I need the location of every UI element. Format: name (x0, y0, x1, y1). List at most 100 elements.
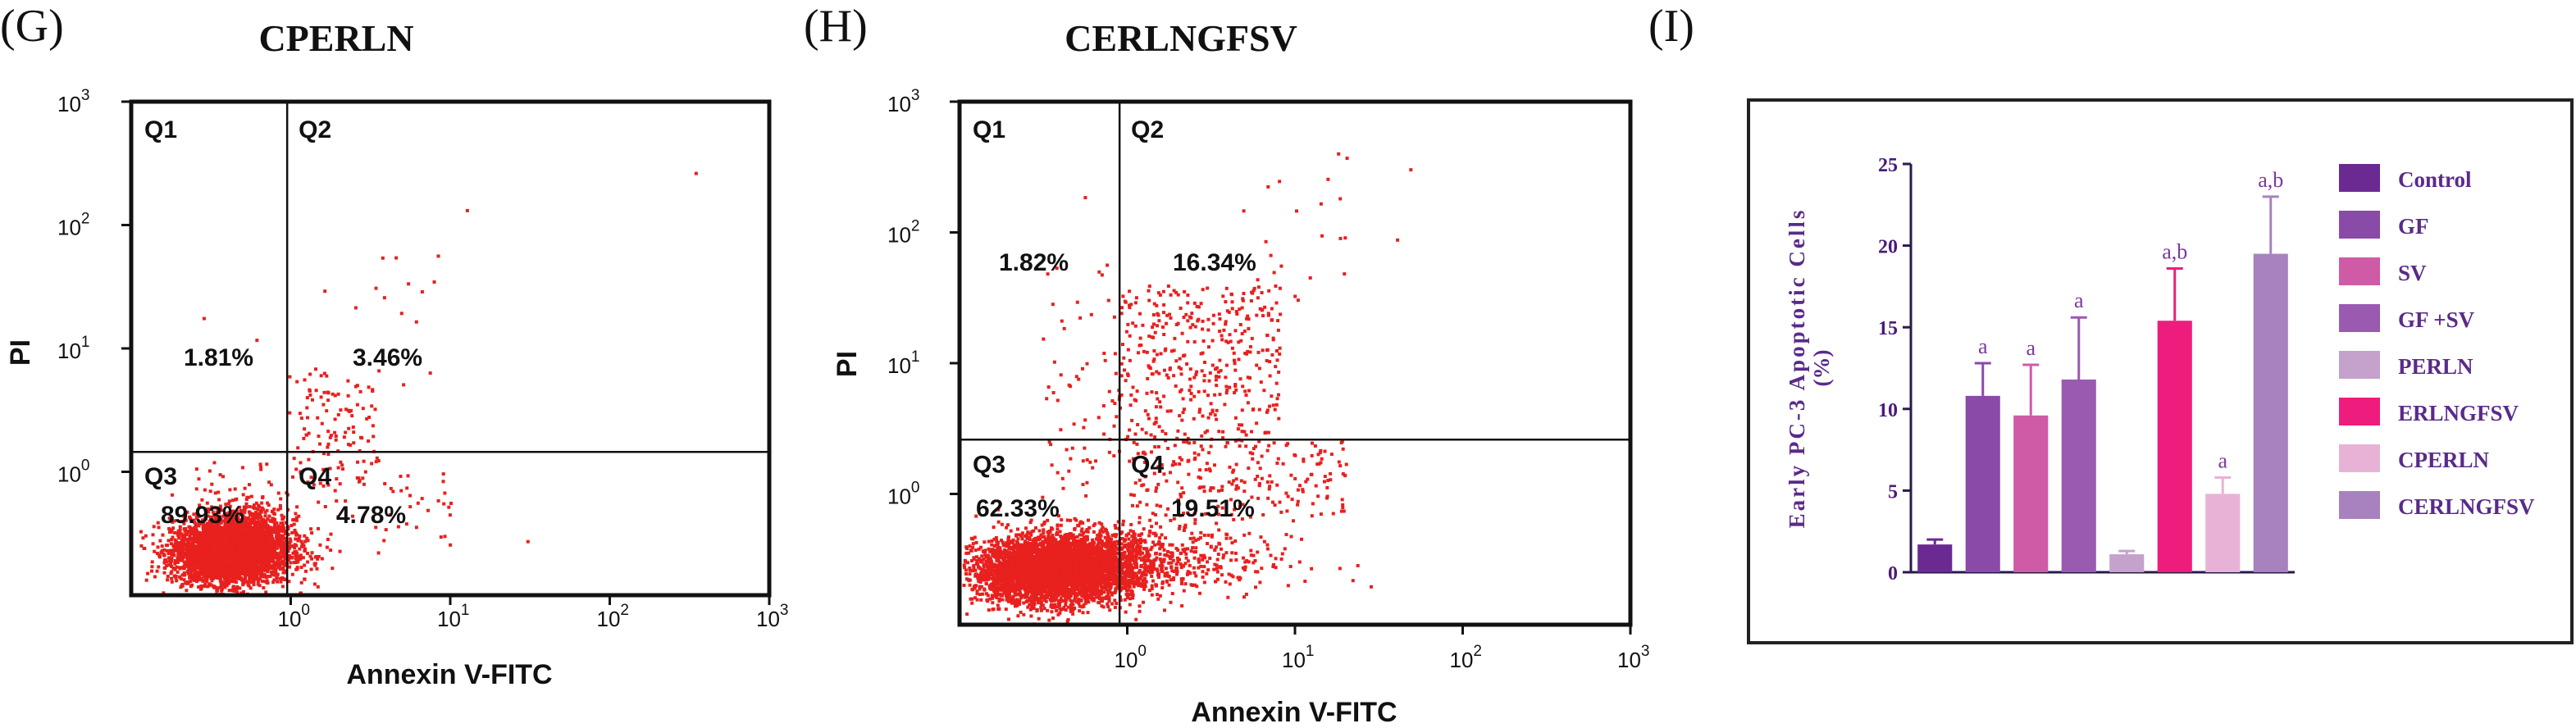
event-point (185, 548, 189, 552)
event-point (276, 557, 280, 561)
event-point (158, 539, 162, 543)
event-point (257, 520, 261, 524)
event-point (351, 425, 355, 429)
event-point (250, 544, 254, 548)
event-point (293, 543, 297, 547)
event-point (195, 537, 199, 541)
event-point (271, 570, 276, 574)
event-point (244, 571, 248, 576)
event-point (353, 384, 358, 389)
event-point (245, 535, 249, 539)
event-point (202, 535, 206, 539)
event-point (207, 574, 212, 578)
event-point (311, 398, 314, 402)
event-point (256, 580, 260, 584)
event-point (279, 580, 283, 584)
event-point (277, 530, 281, 534)
event-point (230, 568, 235, 572)
event-point (322, 371, 326, 375)
event-point (208, 489, 212, 494)
event-point (193, 535, 197, 539)
event-point (268, 519, 272, 523)
event-point (299, 539, 303, 544)
event-point (214, 557, 218, 561)
event-point (248, 569, 252, 573)
event-point (294, 512, 298, 516)
event-point (213, 521, 217, 524)
event-point (1064, 603, 1068, 607)
event-point (273, 544, 277, 548)
event-point (333, 394, 337, 398)
event-point (213, 562, 217, 566)
event-point (313, 563, 317, 567)
event-point (399, 475, 403, 478)
quadrant-percent-q4: 4.78% (336, 502, 406, 529)
event-point (182, 573, 186, 577)
event-point (240, 561, 244, 565)
event-point (265, 575, 269, 579)
event-point (224, 571, 228, 575)
event-point (319, 374, 323, 378)
event-point (248, 577, 252, 581)
event-point (299, 553, 303, 557)
event-point (266, 517, 270, 521)
event-point (286, 558, 290, 562)
event-point (210, 521, 214, 526)
event-point (217, 560, 221, 564)
event-point (209, 583, 213, 587)
event-point (274, 571, 278, 575)
event-point (153, 549, 157, 553)
event-point (178, 558, 182, 562)
event-point (198, 546, 203, 550)
event-point (212, 576, 216, 580)
event-point (228, 516, 232, 520)
event-point (286, 549, 290, 553)
event-point (250, 520, 254, 523)
event-point (309, 567, 313, 571)
event-point (266, 501, 270, 505)
event-point (192, 518, 196, 522)
event-point (374, 286, 378, 290)
event-point (226, 539, 230, 543)
event-point (206, 507, 210, 511)
event-point (218, 562, 222, 566)
event-point (363, 470, 367, 474)
event-point (367, 439, 371, 443)
event-point (146, 571, 150, 576)
event-point (280, 539, 285, 543)
event-point (252, 554, 256, 558)
event-point (261, 520, 265, 523)
event-point (303, 549, 307, 553)
event-point (152, 525, 156, 529)
event-point (280, 562, 285, 566)
event-point (312, 582, 317, 586)
event-point (200, 566, 203, 570)
event-point (199, 586, 203, 590)
event-point (239, 512, 244, 516)
event-point (254, 563, 258, 567)
event-point (212, 544, 217, 548)
event-point (273, 548, 277, 553)
event-point (353, 306, 358, 310)
event-point (185, 510, 189, 514)
event-point (272, 526, 276, 530)
event-point (265, 462, 269, 466)
event-point (205, 580, 209, 584)
event-point (358, 389, 362, 394)
event-point (251, 505, 255, 509)
event-point (326, 538, 330, 541)
event-point (241, 518, 245, 522)
event-point (280, 585, 285, 589)
event-point (193, 547, 197, 551)
event-point (179, 576, 183, 580)
event-point (278, 536, 282, 540)
event-point (194, 467, 198, 471)
event-point (248, 562, 252, 566)
event-point (191, 553, 195, 557)
event-point (526, 539, 530, 544)
event-point (203, 578, 207, 582)
event-point (244, 520, 248, 524)
event-point (299, 591, 303, 595)
event-point (373, 407, 377, 412)
event-point (208, 556, 212, 560)
